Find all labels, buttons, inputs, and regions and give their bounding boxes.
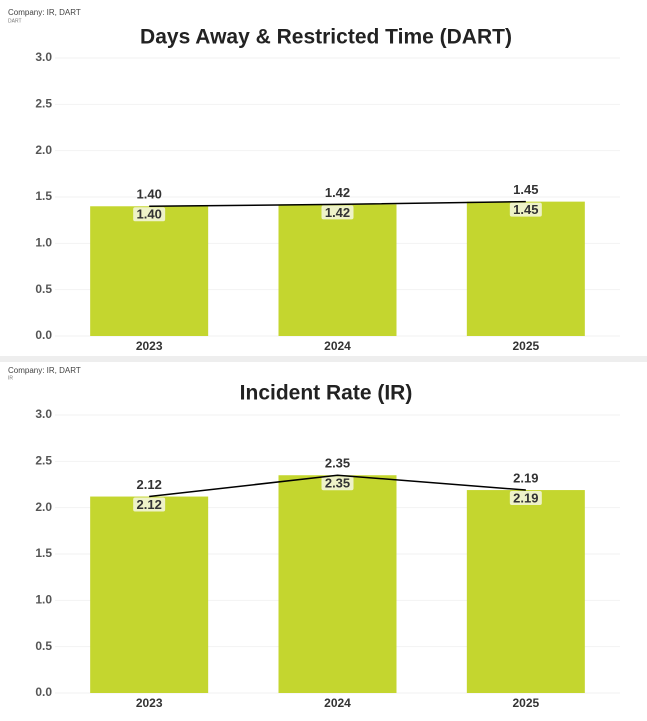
- chart-title: Incident Rate (IR): [240, 382, 413, 405]
- data-label: 2.19: [513, 490, 538, 505]
- y-tick-label: 1.5: [35, 546, 52, 560]
- y-tick-label: 1.5: [35, 189, 52, 203]
- x-tick-label: 2023: [136, 696, 163, 710]
- bar: [90, 206, 209, 336]
- data-label-bg: [133, 207, 166, 222]
- x-tick-label: 2025: [512, 696, 539, 710]
- data-label-bg: [321, 476, 354, 491]
- x-tick-label: 2024: [324, 339, 351, 353]
- x-tick-label: 2025: [512, 339, 539, 353]
- y-tick-label: 3.0: [35, 407, 52, 421]
- chart-title: Days Away & Restricted Time (DART): [140, 26, 512, 49]
- panel-title: Company: IR, DART: [8, 366, 81, 375]
- data-label: 1.45: [513, 182, 538, 197]
- x-tick-label: 2024: [324, 696, 351, 710]
- y-tick-label: 2.5: [35, 97, 52, 111]
- y-tick-label: 0.5: [35, 282, 52, 296]
- data-label: 1.42: [325, 185, 350, 200]
- bar: [466, 201, 585, 336]
- data-label: 1.45: [513, 202, 538, 217]
- y-tick-label: 2.0: [35, 143, 52, 157]
- x-tick-label: 2023: [136, 339, 163, 353]
- data-label: 2.19: [513, 470, 538, 485]
- line: [149, 474, 526, 498]
- y-tick-label: 2.0: [35, 500, 52, 514]
- data-label: 1.40: [137, 207, 162, 222]
- data-label: 2.35: [325, 476, 350, 491]
- y-tick-label: 3.0: [35, 50, 52, 64]
- data-label: 2.35: [325, 456, 350, 471]
- data-label-bg: [321, 205, 354, 220]
- bar: [90, 496, 209, 693]
- y-tick-label: 1.0: [35, 593, 52, 607]
- data-label-bg: [509, 202, 542, 217]
- y-tick-label: 0.5: [35, 639, 52, 653]
- bar: [278, 204, 397, 336]
- bar: [278, 475, 397, 693]
- y-tick-label: 2.5: [35, 454, 52, 468]
- data-label: 1.40: [137, 187, 162, 202]
- panel-title: Company: IR, DART: [8, 8, 81, 17]
- data-label-bg: [133, 497, 166, 512]
- data-label: 1.42: [325, 205, 350, 220]
- y-tick-label: 0.0: [35, 685, 52, 699]
- y-tick-label: 0.0: [35, 328, 52, 342]
- data-label-bg: [509, 491, 542, 506]
- data-label: 2.12: [137, 477, 162, 492]
- panel-subtitle: DART: [8, 18, 22, 24]
- data-label: 2.12: [137, 497, 162, 512]
- y-tick-label: 1.0: [35, 236, 52, 250]
- panel-subtitle: IR: [8, 375, 13, 381]
- bar: [466, 490, 585, 693]
- line: [149, 200, 526, 208]
